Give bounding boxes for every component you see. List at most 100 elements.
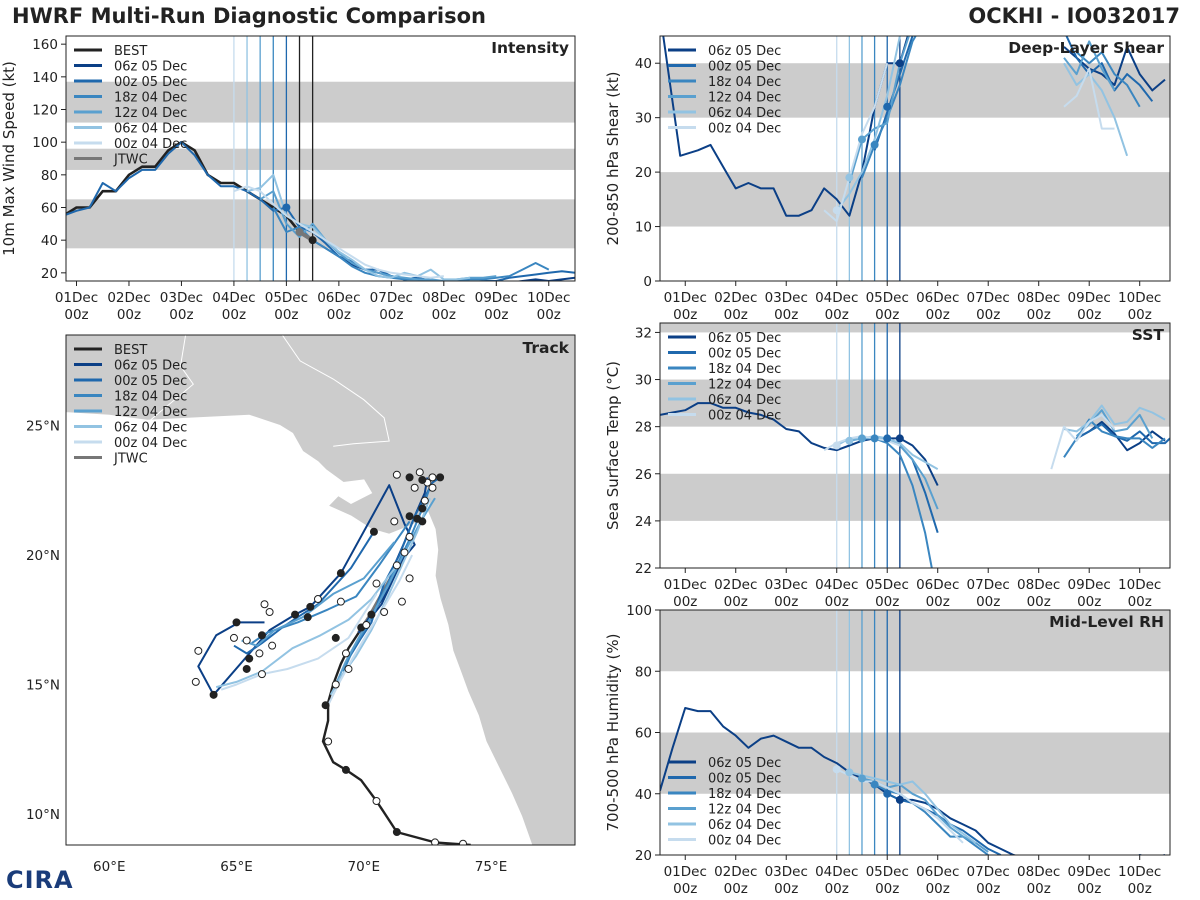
rh-ytick-label: 20	[635, 848, 652, 864]
sst-xtick-label-hour: 00z	[926, 594, 950, 610]
track-series-best	[321, 632, 471, 845]
shear-xtick-label-hour: 00z	[1128, 307, 1152, 323]
sst-band-1	[660, 379, 1170, 427]
sst-xtick-label-hour: 00z	[774, 594, 798, 610]
rh-legend-label: 00z 04 Dec	[708, 834, 781, 849]
track-lat-label: 25°N	[26, 419, 60, 435]
sst-band-2	[660, 323, 1170, 333]
sst-ytick-label: 22	[635, 561, 652, 577]
shear-xtick-label-day: 09Dec	[1068, 290, 1111, 306]
track-position-marker	[405, 473, 414, 482]
intensity-legend-label: JTWC	[113, 153, 148, 168]
intensity-marker-2	[282, 203, 291, 212]
track-position-marker	[242, 636, 251, 645]
track-lon-label: 75°E	[475, 859, 507, 875]
intensity-band-0	[66, 199, 575, 249]
track-position-marker	[321, 701, 330, 710]
sst-xtick-label-hour: 00z	[1077, 594, 1101, 610]
shear-xtick-label-hour: 00z	[724, 307, 748, 323]
rh-band-1	[660, 610, 1170, 672]
track-position-marker	[344, 664, 353, 673]
intensity-legend-label: 12z 04 Dec	[114, 106, 187, 121]
rh-xtick-label-day: 09Dec	[1068, 864, 1111, 880]
track-position-marker	[209, 690, 218, 699]
shear-series-late-12z	[1063, 40, 1116, 91]
track-legend-label: 00z 04 Dec	[114, 436, 187, 451]
sst-legend-label: 00z 04 Dec	[708, 409, 781, 424]
track-lat-label: 15°N	[26, 677, 60, 693]
track-lat-label: 20°N	[26, 548, 60, 564]
track-position-marker	[436, 473, 445, 482]
sst-xtick-label-day: 07Dec	[967, 577, 1010, 593]
rh-legend-label: 12z 04 Dec	[708, 803, 781, 818]
shear-xtick-label-day: 02Dec	[714, 290, 757, 306]
track-position-marker	[372, 796, 381, 805]
track-position-marker	[405, 574, 414, 583]
track-legend-label: 12z 04 Dec	[114, 405, 187, 420]
track-position-marker	[303, 613, 312, 622]
track-legend-label: JTWC	[113, 452, 148, 467]
sst-plot-area	[660, 323, 1170, 568]
shear-xtick-label-hour: 00z	[976, 307, 1000, 323]
track-lon-label: 60°E	[93, 859, 125, 875]
rh-xtick-label-day: 02Dec	[714, 864, 757, 880]
sst-marker-2	[870, 434, 879, 443]
track-position-marker	[392, 470, 401, 479]
rh-legend-label: 06z 04 Dec	[708, 818, 781, 833]
track-legend-label: 06z 04 Dec	[114, 421, 187, 436]
shear-band-1	[660, 63, 1170, 118]
shear-xtick-label-hour: 00z	[926, 307, 950, 323]
sst-xtick-label-day: 03Dec	[765, 577, 808, 593]
intensity-plot-area	[66, 36, 575, 281]
rh-xtick-label-hour: 00z	[1128, 881, 1152, 897]
sst-xtick-label-day: 09Dec	[1068, 577, 1111, 593]
rh-marker-0	[895, 795, 904, 804]
rh-xtick-label-day: 06Dec	[916, 864, 959, 880]
rh-title: Mid-Level RH	[1049, 613, 1164, 631]
intensity-xtick-label-day: 01Dec	[55, 290, 98, 306]
intensity-series-best	[66, 140, 314, 242]
shear-series-06z-05-dec	[662, 36, 909, 217]
intensity-title: Intensity	[491, 39, 569, 57]
shear-xtick-label-day: 04Dec	[815, 290, 858, 306]
track-series-18z-04-dec-b	[251, 520, 411, 644]
shear-legend-label: 18z 04 Dec	[708, 75, 781, 90]
rh-legend-label: 00z 05 Dec	[708, 772, 781, 787]
track-lat-label: 10°N	[26, 807, 60, 823]
sst-marker-5	[832, 441, 841, 450]
intensity-ylabel: 10m Max Wind Speed (kt)	[0, 61, 18, 256]
rh-series-18z-04-dec	[874, 783, 989, 855]
sst-xtick-label-day: 04Dec	[815, 577, 858, 593]
storm-id: OCKHI - IO032017	[968, 4, 1180, 28]
track-frame	[65, 334, 576, 846]
rh-xtick-label-hour: 00z	[1077, 881, 1101, 897]
sst-series-06z-05-dec	[660, 402, 939, 486]
track-position-marker	[341, 649, 350, 658]
figure-title: HWRF Multi-Run Diagnostic Comparison	[12, 4, 487, 28]
intensity-series-00z-04-dec	[233, 185, 444, 279]
rh-ytick-label: 60	[635, 726, 652, 742]
sst-legend-label: 18z 04 Dec	[708, 362, 781, 377]
sst-xtick-label-day: 10Dec	[1118, 577, 1161, 593]
rh-legend-label: 06z 05 Dec	[708, 756, 781, 771]
sst-xtick-label-day: 08Dec	[1017, 577, 1060, 593]
rh-ylabel: 700-500 hPa Humidity (%)	[604, 633, 622, 831]
track-position-marker	[242, 664, 251, 673]
shear-xtick-label-hour: 00z	[825, 307, 849, 323]
intensity-xtick-label-hour: 00z	[274, 307, 298, 323]
rh-xtick-label-hour: 00z	[724, 881, 748, 897]
shear-marker-1	[883, 102, 892, 111]
rh-ytick-label: 40	[635, 787, 652, 803]
track-position-marker	[367, 610, 376, 619]
sst-panel: 22242628303201Dec00z02Dec00z03Dec00z04De…	[604, 322, 1171, 610]
sst-xtick-label-hour: 00z	[875, 594, 899, 610]
intensity-legend-label: BEST	[114, 44, 147, 59]
track-position-marker	[291, 610, 300, 619]
sst-xtick-label-day: 01Dec	[664, 577, 707, 593]
rh-panel: 2040608010001Dec00z02Dec00z03Dec00z04Dec…	[604, 603, 1171, 897]
shear-marker-3	[857, 135, 866, 144]
rh-xtick-label-hour: 00z	[774, 881, 798, 897]
rh-series-06z-05-dec	[660, 707, 1165, 855]
intensity-series-00z-05-dec	[66, 141, 575, 281]
track-position-marker	[418, 504, 427, 513]
